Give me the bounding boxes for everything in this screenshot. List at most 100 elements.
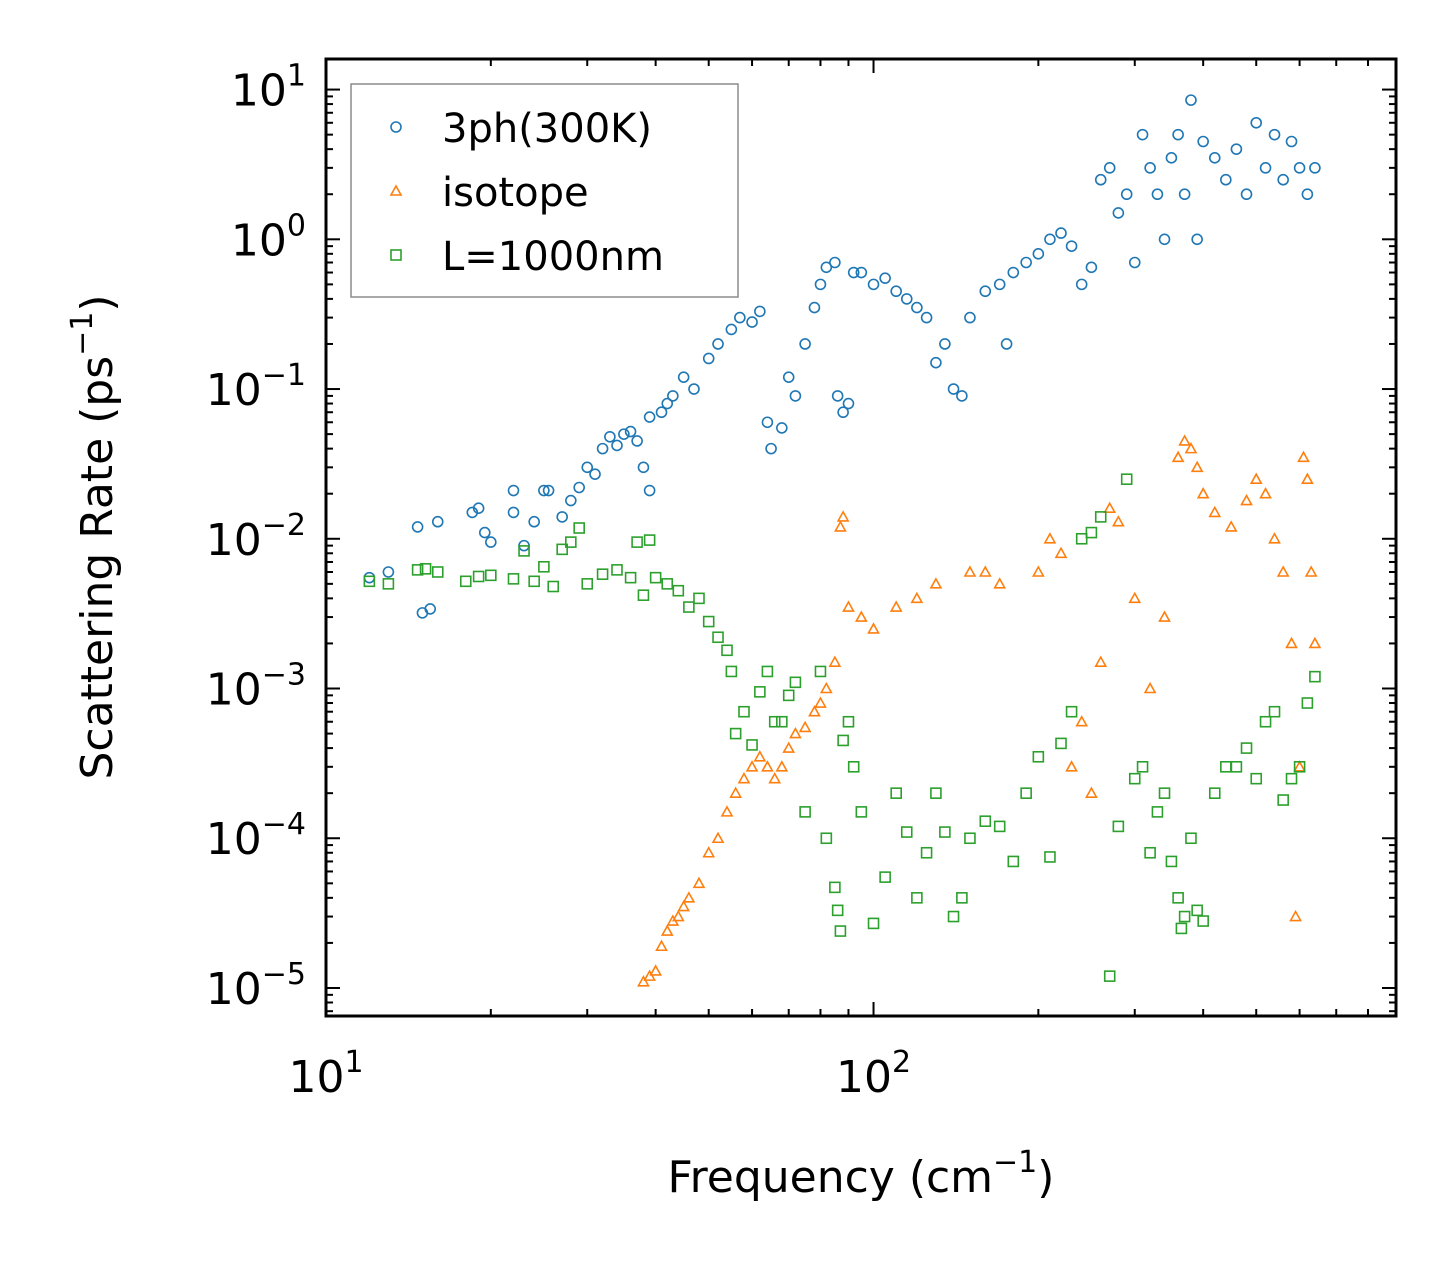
data-point [789,676,802,689]
data-point [765,442,777,455]
y-axis-label-close: ) [72,294,123,311]
data-point [431,566,444,578]
data-point [746,316,758,328]
data-point [618,428,630,440]
y-axis-label: Scattering Rate (ps−1) [65,294,123,779]
data-point [637,589,650,601]
y-tick-label-base: 10 [206,365,262,416]
data-point [879,272,891,284]
data-point [1165,152,1178,164]
data-point [1178,188,1191,201]
legend-marker [390,249,402,261]
data-point [900,293,913,305]
y-tick-label-exp: −3 [262,658,306,693]
data-point [828,655,842,667]
data-point [1224,520,1238,532]
data-point [1297,450,1310,463]
data-point [867,622,880,634]
data-point [834,925,847,937]
data-point [939,826,951,838]
data-point [1055,227,1067,239]
y-tick-label-base: 10 [206,814,262,865]
data-point [596,568,609,580]
data-point [1259,715,1272,728]
data-point [1165,855,1178,868]
series-0 [363,94,1321,619]
data-point [746,739,758,751]
data-point [789,726,802,739]
data-point [1103,501,1117,514]
data-point [565,494,577,507]
data-point [761,760,774,772]
data-point [768,772,782,784]
data-point [1128,256,1141,269]
data-point [900,826,913,838]
data-point [1285,135,1298,148]
data-point [677,371,690,383]
data-point [1085,261,1098,274]
data-point [867,278,880,291]
y-tick-label-base: 10 [231,215,287,266]
data-point [604,430,616,443]
data-point [754,686,766,698]
data-point [1268,705,1281,718]
x-axis-label: Frequency (cm−1) [668,1145,1055,1203]
data-point [1249,472,1263,484]
data-point [581,461,594,474]
data-point [1178,910,1191,923]
data-point [637,461,650,474]
data-point [820,832,833,845]
data-point [1172,892,1184,904]
series-1 [637,434,1322,987]
data-point [889,600,903,612]
data-point [702,352,715,365]
data-point [1103,970,1116,982]
data-point [661,397,674,410]
data-point [1065,240,1078,252]
x-axis-label-text: Frequency (cm [668,1152,994,1203]
data-point [382,578,395,590]
data-point [829,881,841,894]
data-point [820,261,833,274]
data-point [754,305,766,318]
data-point [1172,128,1184,141]
data-point [693,592,705,605]
data-point [947,383,960,395]
data-point [814,665,827,678]
data-point [939,338,951,350]
data-point [1240,493,1253,506]
data-point [1184,441,1198,454]
data-point [667,390,679,402]
data-point [956,892,968,904]
data-point [556,511,568,523]
x-tick-label-exp: 1 [344,1045,363,1080]
data-point [993,278,1006,291]
data-point [1293,760,1306,772]
data-point [1301,188,1314,201]
data-point [837,406,849,419]
data-point [637,975,650,987]
data-point [1178,434,1191,446]
data-point [737,772,751,784]
data-point [1158,233,1171,246]
data-point [631,435,643,447]
data-point [1044,233,1056,246]
data-point [842,600,855,612]
data-point [479,526,491,539]
data-point [910,591,924,604]
legend-label: isotope [442,170,589,216]
data-points [363,94,1322,987]
data-point [721,644,733,657]
y-tick-label-base: 10 [206,665,262,716]
data-point [1065,760,1078,772]
data-point [1196,487,1210,499]
y-tick-label: 101 [231,59,306,117]
data-point [1308,636,1322,649]
data-point [1230,761,1243,773]
data-point [1293,761,1306,773]
data-point [485,569,497,582]
data-point [1031,565,1045,577]
data-point [1230,143,1243,155]
plot-frame [324,57,1398,1018]
